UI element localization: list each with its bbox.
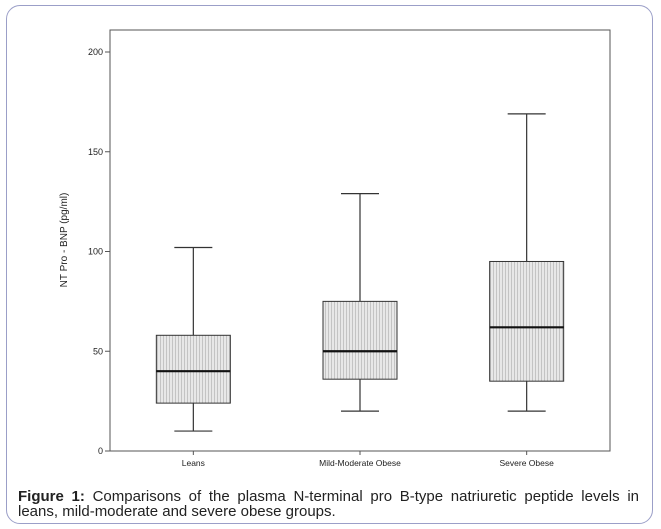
figure-caption: Figure 1: Comparisons of the plasma N-te… — [18, 489, 639, 519]
x-tick-label: Severe Obese — [499, 458, 554, 468]
y-tick-label: 0 — [98, 446, 103, 456]
caption-label: Figure 1: — [18, 488, 85, 505]
box-series — [155, 113, 565, 432]
y-axis: 0 50 100 150 200 — [88, 47, 110, 456]
y-tick-label: 200 — [88, 47, 103, 57]
y-tick-label: 50 — [93, 346, 103, 356]
box-3 — [489, 260, 565, 382]
caption-text: Comparisons of the plasma N-terminal pro… — [18, 488, 639, 520]
box-2 — [322, 300, 398, 380]
y-axis-label: NT Pro - BNP (pg/ml) — [59, 193, 70, 288]
x-tick-label: Mild-Moderate Obese — [319, 458, 401, 468]
x-axis: Leans Mild-Moderate Obese Severe Obese — [182, 451, 554, 468]
y-tick-label: 150 — [88, 147, 103, 157]
box-1 — [155, 334, 231, 404]
y-tick-label: 100 — [88, 247, 103, 257]
x-tick-label: Leans — [182, 458, 205, 468]
